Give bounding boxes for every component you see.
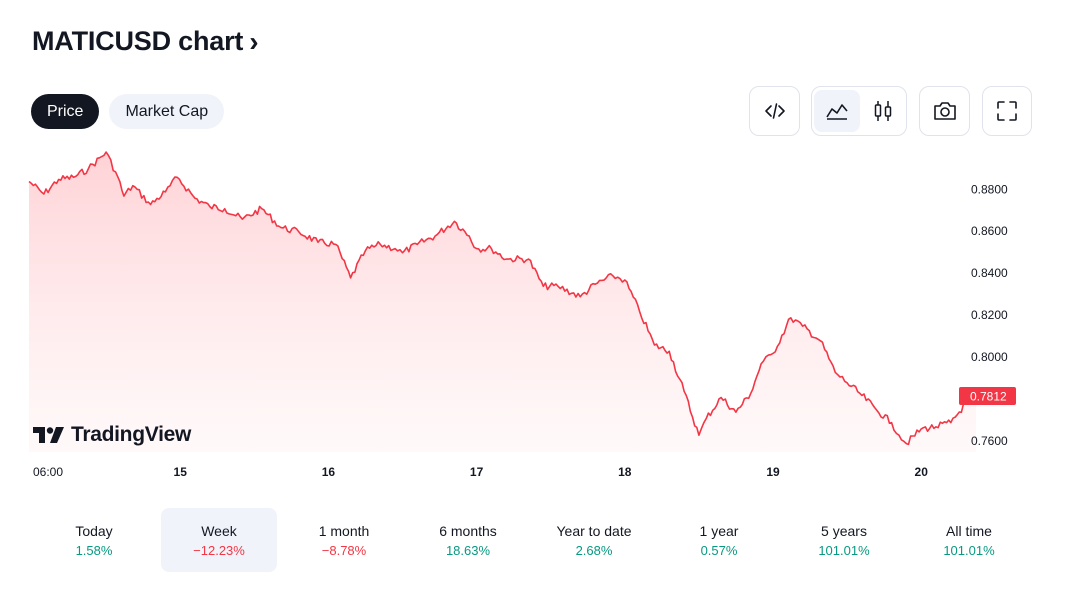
- y-tick-label: 0.8600: [971, 224, 1008, 238]
- period-label: 1 month: [318, 522, 370, 539]
- y-tick-label: 0.8800: [971, 182, 1008, 196]
- y-tick-label: 0.7600: [971, 434, 1008, 448]
- period-label: 6 months: [439, 522, 497, 539]
- period-label: 1 year: [699, 522, 739, 539]
- candlestick-button[interactable]: [860, 90, 906, 132]
- price-line: [28, 151, 977, 446]
- chart-title-link[interactable]: MATICUSD chart ›: [32, 26, 259, 57]
- chevron-right-icon: ›: [249, 26, 259, 57]
- period-1-year[interactable]: 1 year 0.57%: [661, 508, 777, 572]
- x-tick-label: 18: [618, 465, 632, 479]
- chart-type-tabs: Price Market Cap: [31, 94, 225, 129]
- embed-button[interactable]: [749, 86, 800, 136]
- camera-icon: [933, 102, 956, 120]
- screenshot-button[interactable]: [919, 86, 970, 136]
- fullscreen-icon: [997, 101, 1017, 121]
- period-week[interactable]: Week −12.23%: [161, 508, 277, 572]
- period-change: −12.23%: [193, 542, 245, 558]
- time-axis: 06:00 15 16 17 18 19 20: [33, 465, 928, 479]
- period-change: 101.01%: [818, 542, 870, 558]
- period-change: 1.58%: [75, 542, 113, 558]
- embed-code-icon: [764, 103, 785, 119]
- x-tick-label: 19: [766, 465, 780, 479]
- candlestick-icon: [874, 101, 892, 121]
- y-tick-label: 0.8200: [971, 308, 1008, 322]
- period-change: 18.63%: [445, 542, 491, 558]
- period-selector: Today 1.58% Week −12.23% 1 month −8.78% …: [20, 508, 1050, 572]
- period-change: 2.68%: [575, 542, 613, 558]
- period-label: All time: [946, 522, 992, 539]
- period-label: Today: [75, 522, 113, 539]
- period-label: Week: [201, 522, 237, 539]
- page-title: MATICUSD chart: [32, 26, 244, 56]
- tradingview-logo-icon: [33, 427, 64, 443]
- period-today[interactable]: Today 1.58%: [36, 508, 152, 572]
- fullscreen-button[interactable]: [982, 86, 1032, 136]
- period-change: 101.01%: [943, 542, 995, 558]
- period-5-years[interactable]: 5 years 101.01%: [786, 508, 902, 572]
- x-tick-label: 16: [322, 465, 336, 479]
- x-tick-label: 20: [915, 465, 929, 479]
- period-change: −8.78%: [321, 542, 367, 558]
- period-label: Year to date: [556, 522, 632, 539]
- tradingview-logo[interactable]: TradingView: [33, 423, 191, 447]
- period-label: 5 years: [821, 522, 867, 539]
- area-chart-icon: [826, 104, 848, 120]
- tab-price[interactable]: Price: [31, 94, 100, 129]
- period-6-months[interactable]: 6 months 18.63%: [410, 508, 526, 572]
- price-chart[interactable]: 0.8800 0.8600 0.8400 0.8200 0.8000 0.7812 0.76…: [0, 140, 1068, 485]
- price-area-fill: [29, 152, 976, 452]
- current-price-badge: [959, 387, 1016, 406]
- tab-market-cap[interactable]: Market Cap: [109, 94, 225, 129]
- y-tick-label: 0.8400: [971, 266, 1008, 280]
- period-change: 0.57%: [700, 542, 738, 558]
- y-tick-label: 0.8000: [971, 350, 1008, 364]
- area-chart-button[interactable]: [814, 90, 860, 132]
- brand-name: TradingView: [71, 423, 192, 446]
- chart-style-group: [811, 86, 907, 136]
- period-1-month[interactable]: 1 month −8.78%: [286, 508, 402, 572]
- period-all-time[interactable]: All time 101.01%: [911, 508, 1027, 572]
- x-tick-label: 15: [174, 465, 188, 479]
- period-year-to-date[interactable]: Year to date 2.68%: [536, 508, 652, 572]
- price-axis: 0.8800 0.8600 0.8400 0.8200 0.8000 0.7812 0.76…: [959, 182, 1016, 448]
- x-tick-label: 17: [470, 465, 484, 479]
- x-tick-label: 06:00: [33, 465, 63, 479]
- current-price-label: 0.7812: [970, 390, 1007, 404]
